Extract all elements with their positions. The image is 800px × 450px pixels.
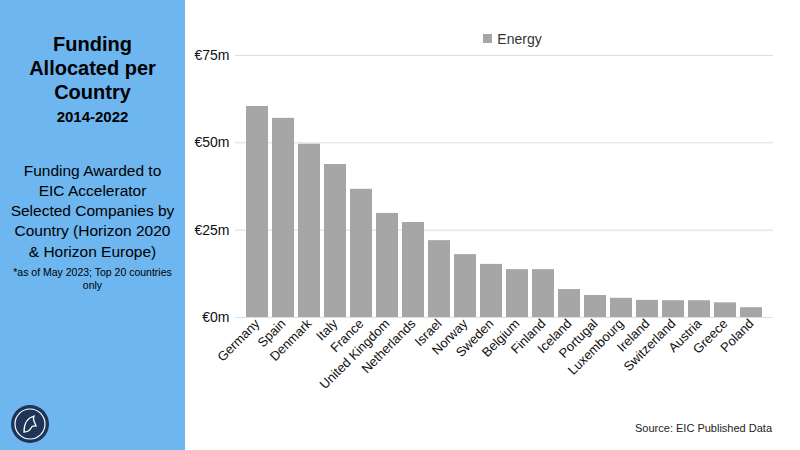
svg-text:€0m: €0m — [202, 309, 229, 325]
svg-text:Germany: Germany — [214, 316, 263, 365]
html-text:Source: EIC Published Data: Source: EIC Published Data — [635, 422, 772, 434]
html-text:Funding Allocated per Country: Funding Allocated per Country — [29, 33, 156, 103]
svg-text:€50m: €50m — [194, 134, 229, 150]
svg-text:Netherlands: Netherlands — [358, 316, 419, 377]
svg-text:Denmark: Denmark — [267, 316, 315, 364]
svg-text:Switzerland: Switzerland — [620, 316, 679, 375]
svg-text:Luxembourg: Luxembourg — [564, 316, 627, 378]
svg-text:Israel: Israel — [411, 316, 445, 349]
svg-text:Poland: Poland — [717, 316, 756, 355]
html-text:2014-2022: 2014-2022 — [56, 108, 129, 125]
svg-text:Norway: Norway — [428, 316, 471, 358]
html-text:*as of May 2023; Top 20 countr: *as of May 2023; Top 20 countries only — [13, 265, 172, 292]
svg-text:Ireland: Ireland — [613, 316, 653, 355]
svg-text:Belgium: Belgium — [478, 316, 523, 360]
svg-text:Spain: Spain — [254, 316, 289, 351]
svg-text:€25m: €25m — [194, 222, 229, 238]
svg-text:€75m: €75m — [194, 47, 229, 63]
svg-text:Iceland: Iceland — [534, 316, 575, 357]
svg-text:Sweden: Sweden — [452, 316, 497, 360]
svg-text:Finland: Finland — [507, 316, 549, 357]
html-text:Funding Awarded to EIC Acceler: Funding Awarded to EIC Accelerator Selec… — [10, 162, 175, 260]
svg-text:Portugal: Portugal — [555, 316, 601, 361]
svg-text:Austria: Austria — [665, 316, 705, 356]
svg-text:France: France — [327, 316, 367, 356]
svg-text:United Kingdom: United Kingdom — [316, 316, 393, 392]
svg-text:Greece: Greece — [689, 316, 731, 357]
html-text:Energy: Energy — [497, 31, 542, 47]
svg-text:Italy: Italy — [313, 316, 341, 344]
